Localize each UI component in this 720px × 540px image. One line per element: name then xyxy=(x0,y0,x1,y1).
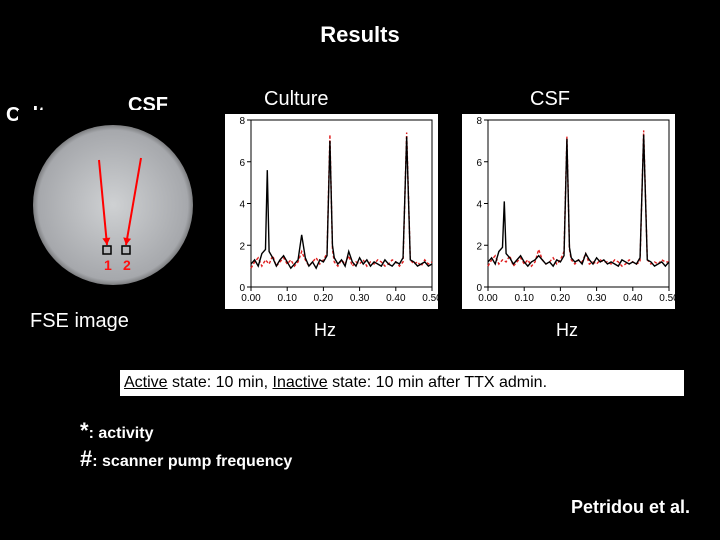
inactive-rest: state: 10 min after TTX admin. xyxy=(328,374,547,391)
xaxis-unit-culture: Hz xyxy=(314,320,336,341)
label-culture-plot: Culture xyxy=(264,88,328,111)
svg-text:4: 4 xyxy=(476,200,482,211)
fse-image-caption: FSE image xyxy=(30,310,129,333)
svg-text:0.10: 0.10 xyxy=(277,293,297,304)
marker-star-culture: * xyxy=(258,134,265,155)
slide-title: Results xyxy=(0,22,720,48)
svg-text:8: 8 xyxy=(239,116,245,127)
legend-activity-symbol: * xyxy=(80,418,89,443)
svg-text:0.00: 0.00 xyxy=(241,293,261,304)
svg-text:0.20: 0.20 xyxy=(551,293,571,304)
marker-star-small-culture: * xyxy=(320,186,327,207)
svg-text:2: 2 xyxy=(123,257,131,273)
svg-text:8: 8 xyxy=(476,116,482,127)
attribution: Petridou et al. xyxy=(571,497,690,518)
state-description: Active state: 10 min, Inactive state: 10… xyxy=(120,370,684,396)
legend-pump: #: scanner pump frequency xyxy=(80,446,292,472)
marker-hash-csf: # xyxy=(625,130,635,151)
marker-star-csf: * xyxy=(520,134,527,155)
svg-text:0.50: 0.50 xyxy=(422,293,438,304)
svg-text:2: 2 xyxy=(476,241,482,252)
spectrum-plot-culture: 024680.000.100.200.300.400.50 xyxy=(225,114,438,309)
fse-image: 12 xyxy=(18,110,208,300)
svg-text:0.00: 0.00 xyxy=(478,293,498,304)
spectrum-plot-csf: 024680.000.100.200.300.400.50 xyxy=(462,114,675,309)
svg-text:0.20: 0.20 xyxy=(314,293,334,304)
svg-text:6: 6 xyxy=(239,158,245,169)
svg-text:0.30: 0.30 xyxy=(350,293,370,304)
legend-activity: *: activity xyxy=(80,418,153,444)
marker-hash-culture: # xyxy=(366,130,376,151)
svg-text:0.50: 0.50 xyxy=(659,293,675,304)
svg-text:1: 1 xyxy=(104,257,112,273)
marker-star-small-csf: * xyxy=(572,186,579,207)
xaxis-unit-csf: Hz xyxy=(556,320,578,341)
svg-text:0.40: 0.40 xyxy=(386,293,406,304)
legend-activity-text: : activity xyxy=(89,425,154,442)
legend-pump-symbol: # xyxy=(80,446,92,471)
svg-text:6: 6 xyxy=(476,158,482,169)
svg-text:0.10: 0.10 xyxy=(514,293,534,304)
active-word: Active xyxy=(124,374,168,391)
legend-pump-text: : scanner pump frequency xyxy=(92,453,292,470)
svg-text:0.30: 0.30 xyxy=(587,293,607,304)
svg-text:2: 2 xyxy=(239,241,245,252)
svg-text:0.40: 0.40 xyxy=(623,293,643,304)
svg-text:4: 4 xyxy=(239,200,245,211)
label-csf-plot: CSF xyxy=(530,88,570,111)
active-rest: state: 10 min, xyxy=(168,374,273,391)
inactive-word: Inactive xyxy=(273,374,328,391)
